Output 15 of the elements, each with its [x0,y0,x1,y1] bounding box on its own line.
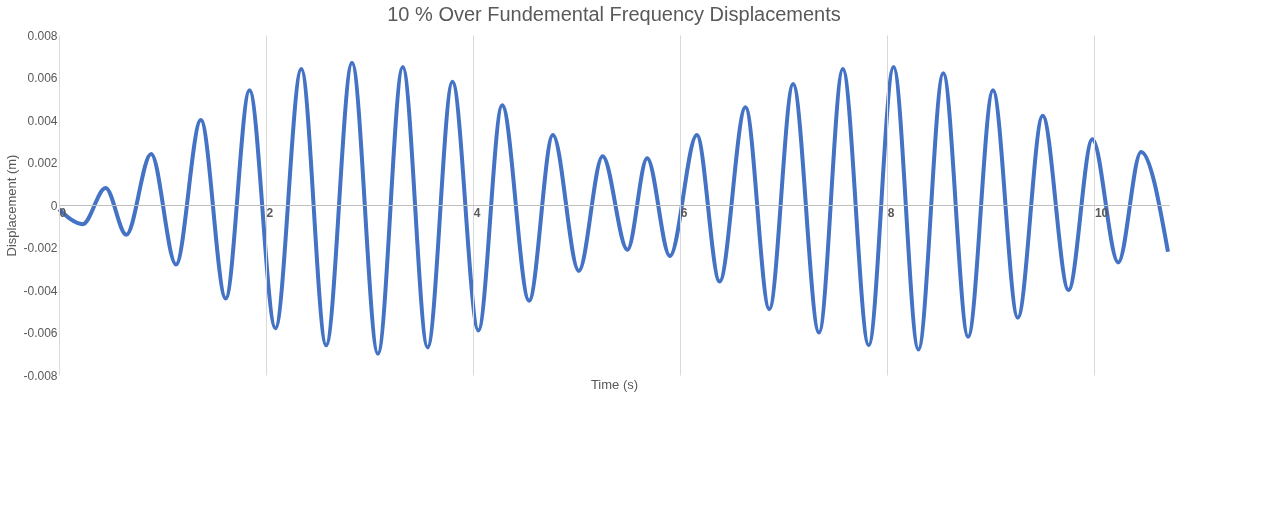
y-tick-label: 0.004 [27,113,58,128]
x-tick-label: 8 [887,205,895,220]
y-axis-title: Displacement (m) [4,154,20,257]
y-tick-label: -0.004 [23,283,58,298]
line-series [57,60,1170,356]
y-tick-label: -0.006 [23,326,58,340]
y-tick-label: -0.008 [23,368,58,383]
x-tick-label: 2 [266,205,274,220]
y-tick-label: 0.002 [27,156,58,170]
x-axis-title: Time (s) [590,376,639,392]
y-tick-label: 0.006 [27,71,58,85]
chart-title: 10 % Over Fundemental Frequency Displacements [387,3,841,25]
y-tick-label: -0.002 [23,241,58,255]
x-tick-label: 4 [473,205,481,220]
y-tick-label: 0.008 [27,28,58,43]
